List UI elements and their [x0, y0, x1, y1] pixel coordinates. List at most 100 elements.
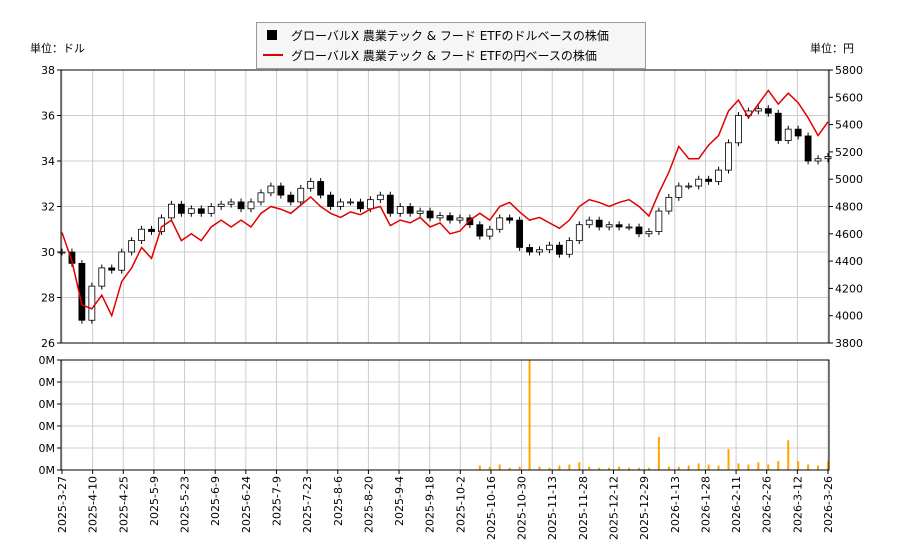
- volume-bar: [737, 463, 740, 470]
- x-tick-label: 2026-3-12: [791, 476, 804, 533]
- candle-body: [297, 187, 305, 203]
- volume-bar: [518, 466, 521, 470]
- candle-body: [347, 201, 354, 204]
- candle-body: [416, 210, 424, 214]
- x-tick-label: 2025-8-20: [362, 476, 375, 533]
- x-tick-label: 2025-10-16: [485, 476, 498, 540]
- volume-bar: [588, 466, 591, 470]
- candle-body: [207, 206, 215, 214]
- volume-bar: [757, 462, 760, 470]
- candle-body: [128, 240, 136, 253]
- candle-body: [774, 112, 782, 141]
- x-tick-label: 2025-3-27: [56, 476, 69, 533]
- volume-bar: [608, 467, 611, 470]
- candle-body: [754, 108, 762, 112]
- candle-body: [585, 219, 593, 226]
- y-tick-label-right: 4200: [835, 282, 863, 295]
- candle-body: [476, 224, 484, 237]
- volume-bar: [618, 466, 621, 470]
- volume-bar: [777, 461, 780, 470]
- candle-body: [466, 217, 474, 226]
- volume-bar: [827, 461, 829, 470]
- candle-body: [635, 226, 643, 235]
- y-tick-label-right: 3800: [835, 337, 863, 350]
- x-tick-label: 2025-12-29: [638, 476, 651, 540]
- candle-body: [526, 247, 533, 253]
- candle-body: [436, 215, 444, 219]
- candle-body: [456, 217, 464, 221]
- volume-bar: [478, 465, 481, 470]
- candle-body: [486, 228, 494, 237]
- candle-body: [118, 251, 126, 271]
- legend: グローバルX 農業テック & フード ETFのドルベースの株価 グローバルX 農…: [256, 22, 646, 69]
- candle-body: [655, 210, 663, 232]
- candle-body: [376, 194, 384, 201]
- candle-body: [98, 267, 106, 287]
- y-tick-label-right: 5200: [835, 146, 863, 159]
- candle-body: [705, 178, 713, 182]
- x-tick-label: 2025-6-9: [209, 476, 222, 526]
- y-tick-label-left: 30: [41, 246, 55, 259]
- x-tick-label: 2025-6-24: [240, 476, 253, 533]
- x-tick-label: 2025-4-10: [87, 476, 100, 533]
- candle-body: [725, 142, 732, 171]
- candle-body: [536, 249, 543, 253]
- candle-body: [148, 228, 155, 232]
- volume-y-tick-label: 0M: [39, 442, 56, 455]
- candle-body: [735, 115, 742, 144]
- x-tick-label: 2025-11-28: [577, 476, 590, 540]
- y-tick-label-left: 26: [41, 337, 55, 350]
- volume-bar: [637, 467, 640, 470]
- y-tick-label-right: 5800: [835, 64, 863, 77]
- candle-body: [506, 217, 514, 221]
- legend-line-icon: [263, 54, 283, 56]
- jpy-price-line: [61, 89, 829, 318]
- volume-bar: [578, 462, 581, 470]
- y-tick-label-left: 36: [41, 110, 55, 123]
- candle-body: [227, 201, 235, 205]
- legend-label-usd: グローバルX 農業テック & フード ETFのドルベースの株価: [291, 28, 609, 43]
- volume-bar: [787, 440, 790, 470]
- candle-body: [277, 185, 285, 196]
- volume-y-tick-label: 0M: [39, 420, 56, 433]
- candle-body: [187, 208, 195, 214]
- volume-bar: [657, 437, 660, 470]
- candle-body: [327, 194, 334, 207]
- y-tick-label-right: 5400: [835, 119, 863, 132]
- x-tick-label: 2025-9-4: [393, 476, 406, 526]
- volume-bar: [817, 465, 820, 470]
- candle-body: [625, 226, 633, 229]
- y-tick-label-right: 4600: [835, 228, 863, 241]
- volume-bar: [797, 461, 800, 470]
- candle-body: [804, 135, 812, 162]
- x-tick-label: 2025-10-2: [454, 476, 467, 533]
- x-tick-label: 2026-1-13: [669, 476, 682, 533]
- candle-body: [138, 228, 145, 242]
- candle-body: [58, 251, 66, 254]
- x-tick-label: 2025-5-9: [148, 476, 161, 526]
- candle-body: [237, 201, 245, 210]
- candle-body: [605, 224, 613, 228]
- volume-bar: [707, 464, 710, 470]
- volume-bar: [697, 463, 700, 470]
- candle-body: [426, 210, 434, 219]
- legend-item-jpy: グローバルX 農業テック & フード ETFの円ベースの株価: [263, 45, 597, 65]
- candle-body: [695, 178, 703, 187]
- volume-y-tick-label: 0M: [39, 464, 56, 477]
- volume-y-tick-label: 0M: [39, 376, 56, 389]
- candle-body: [168, 203, 175, 219]
- candle-body: [824, 156, 832, 160]
- x-tick-label: 2025-10-30: [516, 476, 529, 540]
- candle-body: [357, 201, 364, 210]
- candle-body: [516, 219, 524, 248]
- candle-body: [366, 199, 374, 210]
- volume-bar: [717, 465, 720, 470]
- candle-body: [337, 201, 344, 207]
- x-tick-label: 2025-7-9: [270, 476, 283, 526]
- candle-body: [78, 262, 86, 321]
- y-tick-label-right: 5000: [835, 173, 863, 186]
- y-tick-label-left: 34: [41, 155, 55, 168]
- candle-body: [794, 128, 802, 137]
- candle-body: [764, 108, 772, 114]
